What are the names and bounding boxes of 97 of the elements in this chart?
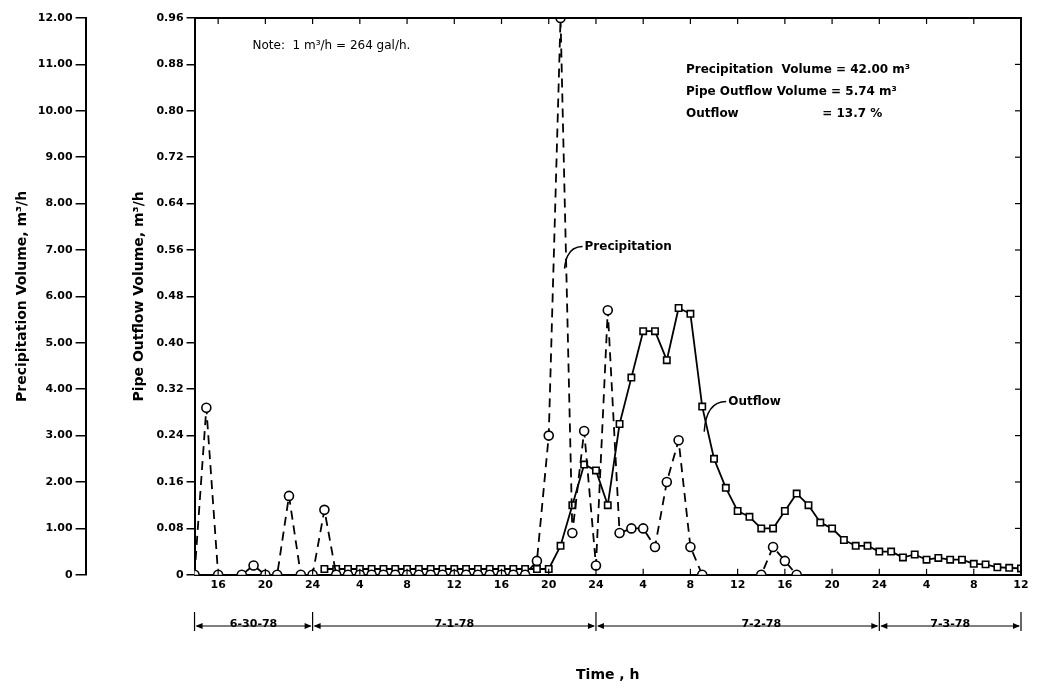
- x-tick-label: 12: [729, 578, 746, 592]
- point: [957, 555, 966, 564]
- point: [662, 356, 671, 365]
- x2-tick-label: 7-2-78: [741, 617, 782, 631]
- point: [898, 553, 907, 562]
- point: [828, 524, 837, 533]
- x2-tick-label: 6-30-78: [229, 617, 278, 631]
- x-tick-label: 20: [541, 578, 557, 592]
- point: [934, 554, 943, 562]
- y-tick-label: 9.00: [45, 150, 73, 164]
- x-tick-label: 24: [588, 578, 604, 592]
- y-tick-label: 11.00: [37, 57, 73, 71]
- series-label: Outflow: [728, 393, 781, 408]
- point: [769, 524, 778, 533]
- series-label: Precipitation: [584, 238, 672, 253]
- point: [544, 565, 553, 573]
- point: [981, 560, 990, 569]
- point: [804, 501, 813, 510]
- x-tick-label: 4: [639, 578, 648, 592]
- x2-tick-label: 7-3-78: [930, 617, 971, 631]
- y-tick-label: 12.00: [37, 10, 73, 24]
- point: [556, 541, 565, 550]
- point: [922, 555, 931, 564]
- point: [780, 507, 789, 515]
- x-tick-label: 20: [824, 578, 841, 592]
- y2-tick-label: 0.08: [156, 521, 184, 535]
- x-tick-label: 8: [686, 578, 695, 592]
- x-tick-label: 8: [403, 578, 411, 592]
- y-tick-label: 6.00: [45, 289, 73, 303]
- y-tick-label: 2.00: [45, 474, 73, 488]
- point: [686, 309, 695, 318]
- x-tick-label: 16: [210, 578, 227, 592]
- x-tick-label: 4: [356, 578, 364, 592]
- point: [627, 373, 636, 382]
- point: [639, 327, 648, 336]
- y-tick-label: 3.00: [45, 428, 73, 442]
- point: [603, 501, 612, 510]
- point: [993, 563, 1002, 572]
- point: [532, 565, 541, 573]
- point: [816, 518, 825, 527]
- point: [863, 541, 872, 550]
- x-tick-label: 24: [871, 578, 888, 592]
- y2-tick-label: 0.48: [156, 289, 184, 303]
- y-tick-label: 4.00: [45, 382, 73, 396]
- y2-tick-label: 0.32: [156, 382, 184, 396]
- y2-tick-label: 0.16: [156, 474, 184, 488]
- annotation: Precipitation Volume = 42.00 m³: [686, 62, 911, 77]
- y2-tick-label: 0.88: [156, 57, 184, 71]
- y-axis-title: Precipitation Volume, m³/h: [13, 190, 30, 402]
- y2-tick-label: 0.64: [156, 196, 184, 210]
- y-tick-label: 10.00: [37, 103, 73, 117]
- point: [969, 559, 978, 568]
- x-tick-label: 4: [922, 578, 931, 592]
- y2-tick-label: 0.40: [156, 335, 184, 349]
- x-tick-label: 16: [493, 578, 510, 592]
- point: [839, 536, 848, 544]
- point: [1005, 563, 1014, 572]
- y-tick-label: 7.00: [45, 242, 73, 256]
- point: [745, 512, 754, 521]
- point: [320, 565, 329, 573]
- y-tick-label: 0: [64, 567, 73, 581]
- point: [733, 507, 742, 515]
- point: [875, 547, 884, 556]
- point: [910, 550, 919, 559]
- y-tick-label: 1.00: [45, 521, 73, 535]
- y2-tick-label: 0.80: [156, 103, 184, 117]
- point: [651, 327, 659, 336]
- point: [674, 304, 683, 312]
- y-tick-label: 5.00: [45, 335, 73, 349]
- point: [792, 489, 801, 498]
- x-tick-label: 16: [777, 578, 793, 592]
- y2-tick-label: 0.72: [156, 150, 184, 164]
- point: [615, 420, 624, 428]
- y2-tick-label: 0.24: [156, 428, 184, 442]
- y2-tick-label: 0: [175, 567, 184, 581]
- point: [946, 555, 955, 564]
- point: [721, 483, 730, 492]
- point: [698, 402, 707, 411]
- x2-tick-label: 7-1-78: [434, 617, 475, 631]
- x-tick-label: 24: [304, 578, 321, 592]
- point: [851, 541, 860, 550]
- y2-tick-label: 0.56: [156, 242, 184, 256]
- annotation: Pipe Outflow Volume = 5.74 m³: [686, 84, 897, 99]
- x-tick-label: 20: [257, 578, 274, 592]
- y2-axis-title: Pipe Outflow Volume, m³/h: [129, 191, 146, 402]
- point: [887, 547, 896, 556]
- annotation: Note: 1 m³/h = 264 gal/h.: [252, 38, 411, 53]
- y2-tick-label: 0.96: [156, 10, 184, 24]
- x-tick-label: 12: [446, 578, 462, 592]
- x-axis-title: Time , h: [576, 666, 640, 683]
- y-tick-label: 8.00: [45, 196, 73, 210]
- point: [757, 524, 766, 533]
- annotation: Outflow = 13.7 %: [686, 106, 883, 121]
- x-tick-label: 12: [1013, 578, 1029, 592]
- x-tick-label: 8: [969, 578, 978, 592]
- point: [710, 454, 719, 463]
- point: [591, 466, 600, 475]
